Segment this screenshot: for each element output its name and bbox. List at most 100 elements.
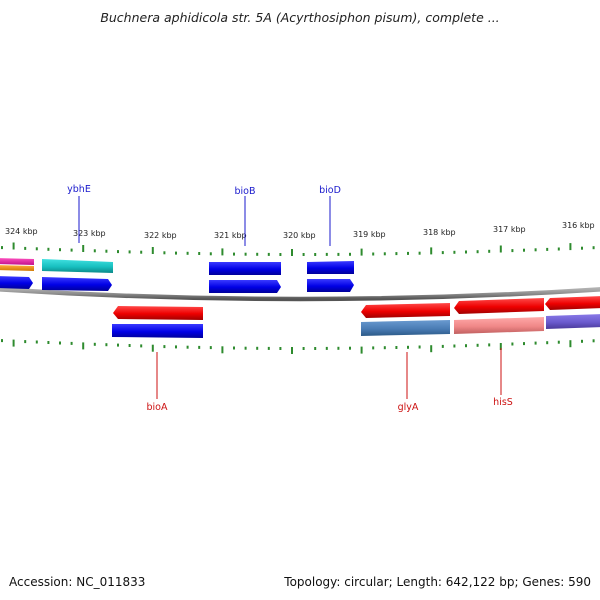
gene-feature[interactable] <box>454 298 544 314</box>
accession-text: Accession: NC_011833 <box>9 575 146 589</box>
tick-mark <box>557 340 560 344</box>
tick-mark <box>395 252 398 256</box>
gene-label-bioD[interactable]: bioD <box>319 185 341 196</box>
tick-mark <box>163 345 166 349</box>
tick-mark <box>1 246 3 250</box>
tick-mark <box>523 342 525 346</box>
gene-feature[interactable] <box>0 265 34 271</box>
tick-mark <box>151 247 154 254</box>
tick-mark <box>314 253 317 256</box>
tick-mark <box>175 251 177 255</box>
tick-mark <box>24 340 27 344</box>
tick-mark <box>302 253 305 256</box>
tick-mark <box>221 346 224 354</box>
tick-mark <box>569 243 572 251</box>
tick-mark <box>128 344 131 347</box>
tick-mark <box>1 339 3 343</box>
tick-mark <box>325 346 328 350</box>
kbp-scale-labels: 324 kbp 323 kbp 322 kbp 321 kbp 320 kbp … <box>5 221 595 240</box>
tick-mark <box>430 247 433 255</box>
gene-feature[interactable] <box>361 320 450 336</box>
tick-mark <box>499 343 502 350</box>
tick-mark <box>59 341 61 345</box>
gene-feature[interactable] <box>307 279 354 292</box>
tick-mark <box>488 343 491 347</box>
gene-feature[interactable] <box>454 317 544 334</box>
gene-feature[interactable] <box>112 324 203 338</box>
gene-feature[interactable] <box>361 303 450 318</box>
gene-feature[interactable] <box>42 277 112 291</box>
gene-label-hisS[interactable]: hisS <box>493 397 513 408</box>
tick-mark <box>291 249 293 256</box>
tick-mark <box>279 347 282 350</box>
kbp-label: 324 kbp <box>5 227 38 236</box>
tick-mark <box>511 249 514 253</box>
tick-mark <box>59 248 61 252</box>
genome-summary-text: Topology: circular; Length: 642,122 bp; … <box>284 575 591 589</box>
tick-mark <box>267 346 270 350</box>
tick-mark <box>360 346 363 354</box>
gene-feature[interactable] <box>307 261 354 274</box>
tick-mark <box>523 248 525 252</box>
tick-mark <box>93 249 96 253</box>
gene-feature[interactable] <box>546 314 600 329</box>
tick-marks-lower <box>1 339 595 354</box>
tick-mark <box>534 341 537 345</box>
gene-labels: ybhE bioB bioD bioA glyA hisS <box>67 184 513 413</box>
gene-feature[interactable] <box>545 296 600 310</box>
tick-mark <box>105 249 108 253</box>
gene-feature[interactable] <box>42 259 113 273</box>
tick-mark <box>186 345 189 349</box>
gene-label-ybhE[interactable]: ybhE <box>67 184 91 195</box>
tick-mark <box>47 247 50 251</box>
tick-mark <box>117 250 119 254</box>
tick-mark <box>395 346 398 349</box>
kbp-label: 317 kbp <box>493 225 526 234</box>
tick-mark <box>70 341 73 345</box>
tick-marks-upper <box>1 242 595 256</box>
tick-mark <box>24 246 27 250</box>
tick-mark <box>407 251 409 255</box>
tick-mark <box>198 345 201 349</box>
tick-mark <box>12 242 15 250</box>
tick-mark <box>209 346 212 350</box>
tick-mark <box>441 344 444 348</box>
tick-mark <box>198 252 201 255</box>
gene-feature[interactable] <box>209 262 281 275</box>
tick-mark <box>465 344 467 348</box>
tick-mark <box>337 252 340 256</box>
tick-mark <box>163 251 166 255</box>
tick-mark <box>256 252 259 256</box>
tick-mark <box>233 346 235 350</box>
tick-mark <box>581 246 583 250</box>
tick-mark <box>221 248 224 256</box>
gene-label-glyA[interactable]: glyA <box>398 402 419 413</box>
tick-mark <box>476 250 479 254</box>
tick-mark <box>12 339 15 347</box>
tick-mark <box>244 346 247 350</box>
gene-feature[interactable] <box>209 280 281 293</box>
forward-strand-features <box>0 258 354 293</box>
tick-mark <box>557 247 560 251</box>
tick-mark <box>128 250 131 254</box>
tick-mark <box>383 252 386 256</box>
tick-mark <box>209 252 212 256</box>
kbp-label: 321 kbp <box>214 231 247 240</box>
tick-mark <box>581 339 583 343</box>
gene-label-bioB[interactable]: bioB <box>235 186 256 197</box>
tick-mark <box>337 346 340 350</box>
kbp-label: 322 kbp <box>144 231 177 240</box>
gene-feature[interactable] <box>113 306 203 320</box>
tick-mark <box>418 251 421 255</box>
gene-feature[interactable] <box>0 258 34 265</box>
tick-mark <box>349 346 351 350</box>
tick-mark <box>47 341 50 344</box>
tick-mark <box>151 344 154 352</box>
gene-label-bioA[interactable]: bioA <box>147 402 168 413</box>
gene-feature[interactable] <box>0 276 33 289</box>
tick-mark <box>302 347 305 350</box>
tick-mark <box>35 247 38 251</box>
kbp-label: 318 kbp <box>423 228 456 237</box>
tick-mark <box>82 245 85 252</box>
